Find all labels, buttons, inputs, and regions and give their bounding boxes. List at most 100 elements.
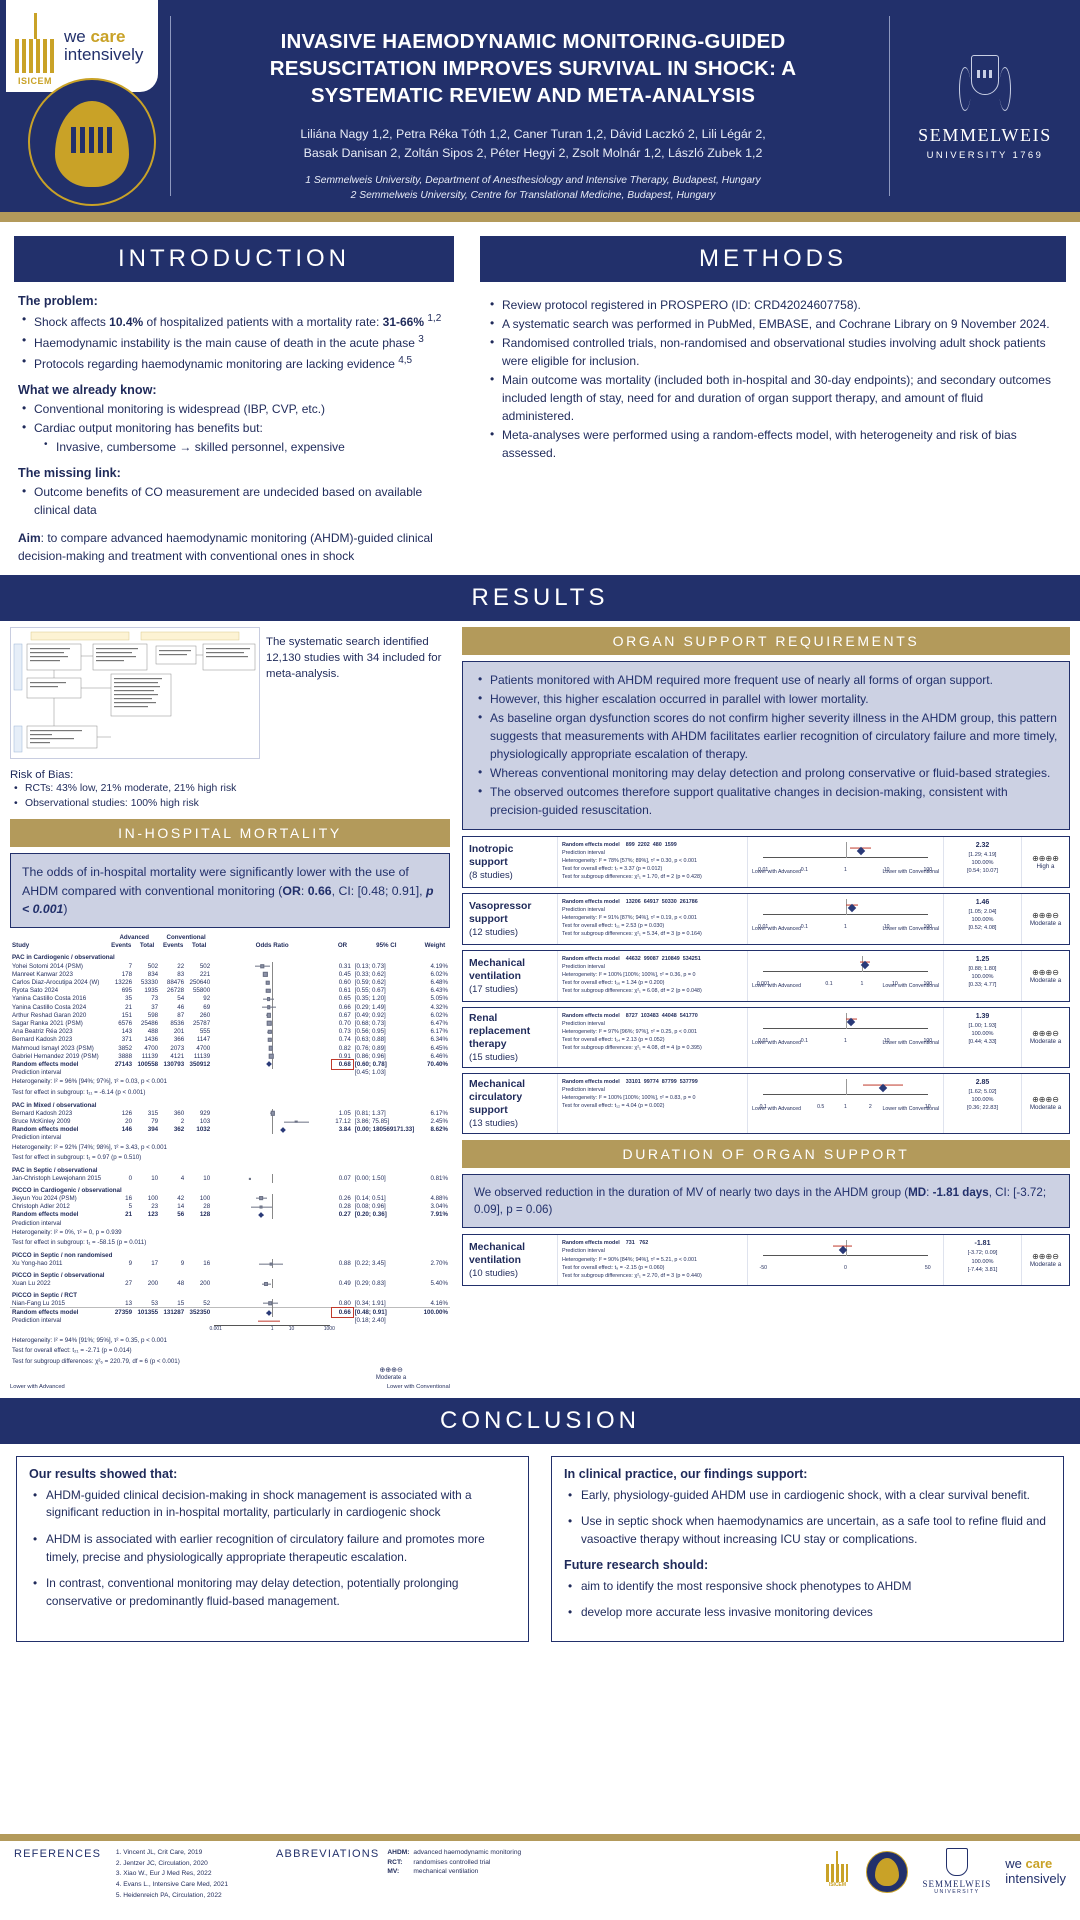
axis-tick-label: 1: [844, 1038, 847, 1044]
organ-support-effect: -1.81 [-3.72; 0.09] 100.00% [-7.44; 3.81]: [943, 1235, 1021, 1286]
author-line-1: Liliána Nagy 1,2, Petra Réka Tóth 1,2, C…: [300, 127, 766, 142]
col-adv-events: Events: [111, 942, 132, 950]
missing-link-heading: The missing link:: [18, 466, 121, 480]
list-item: Observational studies: 100% high risk: [10, 796, 450, 811]
table-cell: Christoph Adler 2012: [12, 1203, 70, 1211]
table-cell: [0.00; 180569171.33]: [354, 1126, 415, 1134]
table-cell: 352350: [189, 1309, 211, 1316]
table-cell: 53: [151, 1299, 159, 1307]
table-cell: 22: [177, 962, 185, 970]
organ-support-name: Mechanical ventilation (17 studies): [469, 958, 526, 995]
list-item: Protocols regarding haemodynamic monitor…: [18, 352, 450, 373]
problem-heading: The problem:: [18, 294, 98, 308]
grade-rating: ⊕⊕⊕⊖ Moderate a: [1021, 894, 1069, 944]
table-cell: 350912: [189, 1060, 211, 1068]
table-cell: 123: [147, 1211, 159, 1219]
axis-tick-label: 50: [924, 1265, 931, 1272]
table-cell: Carlos Diaz-Arocutipa 2024 (W): [12, 979, 100, 987]
table-cell: [0.60; 0.78]: [354, 1060, 387, 1068]
organ-support-plot: 0.01 0.1 1 10 100 Lower with Advanced Lower wi…: [747, 894, 943, 944]
table-cell: 0.81%: [430, 1175, 448, 1183]
table-cell: [186, 1069, 212, 1077]
table-cell: 2073: [170, 1044, 185, 1052]
col-conv-total: Total: [192, 942, 207, 950]
table-cell: 8.62%: [430, 1126, 448, 1134]
forest-plot-col: [212, 1010, 332, 1020]
table-cell: [160, 1325, 186, 1335]
table-cell: [420, 1134, 450, 1142]
table-cell: Bernard Kadosh 2023: [12, 1036, 73, 1044]
forest-axis-cell: 0.001 1 10 1000: [209, 1325, 335, 1335]
forest-plot-col: [212, 1193, 332, 1203]
page-title: INVASIVE HAEMODYNAMIC MONITORING-GUIDED …: [269, 30, 797, 108]
organ-support-stats: Random effects model 44632 99087 210849 …: [557, 951, 747, 1001]
table-cell: 0.68: [331, 1059, 354, 1070]
table-cell: [186, 1134, 212, 1142]
col-ci: 95% CI: [376, 942, 397, 950]
forest-plot-cell: [214, 978, 330, 988]
prisma-diagram-svg: [13, 631, 256, 753]
axis-right-label: Lower with Conventional: [882, 1040, 939, 1046]
table-cell: Yohei Sotomi 2014 (PSM): [12, 962, 83, 970]
forest-heterogeneity: Heterogeneity: I² = 96% [94%; 97%], τ² =…: [10, 1077, 450, 1087]
table-cell: [0.14; 0.51]: [354, 1194, 386, 1202]
header-gold-divider: [0, 212, 1080, 222]
introduction-section: INTRODUCTION The problem: Shock affects …: [14, 236, 454, 565]
footer-inner: REFERENCES Vincent JL, Crit Care, 2019Je…: [0, 1841, 1080, 1901]
forest-plot-cell: [214, 1051, 330, 1061]
organ-support-stats: Random effects model 13206 64917 50330 2…: [557, 894, 747, 944]
semmelweis-name: SEMMELWEIS: [918, 125, 1052, 145]
methods-section: METHODS Review protocol registered in PR…: [480, 236, 1066, 565]
axis-tick-label: 0.1: [825, 981, 833, 987]
list-item: Early, physiology-guided AHDM use in car…: [564, 1487, 1051, 1505]
duration-banner: DURATION OF ORGAN SUPPORT: [462, 1139, 1070, 1168]
forest-table-head: Advanced Conventional Study Events Total…: [10, 934, 450, 950]
table-cell: Random effects model: [12, 1211, 79, 1219]
table-cell: 28: [203, 1203, 211, 1211]
table-cell: Heterogeneity: I² = 0%, τ² = 0, p = 0.93…: [12, 1228, 122, 1236]
table-cell: 0.91: [338, 1052, 351, 1060]
col-group-advanced: Advanced: [119, 934, 150, 942]
axis-tick-label: 10: [288, 1326, 295, 1333]
abbreviation-row: AHDM: advanced haemodynamic monitoring: [387, 1848, 525, 1858]
list-item: Cardiac output monitoring has benefits b…: [18, 418, 450, 437]
footer-semmelweis-sub: UNIVERSITY: [934, 1889, 980, 1895]
conclusion-left-heading: Our results showed that:: [29, 1466, 178, 1481]
table-cell: 7: [128, 962, 133, 970]
table-cell: [134, 1069, 160, 1077]
table-cell: 0.45: [338, 970, 351, 978]
conclusion-banner: CONCLUSION: [0, 1397, 1080, 1444]
abbreviations-table: AHDM: advanced haemodynamic monitoring RCT…: [387, 1848, 525, 1877]
table-cell: [108, 1317, 134, 1325]
poster-header: ISICEM we care intensively INVASIVE HAEM…: [0, 0, 1080, 212]
table-cell: 5: [128, 1203, 133, 1211]
forest-overall-prediction: Prediction interval [0.18; 2.40]: [10, 1317, 450, 1325]
table-cell: Bruce McKinley 2009: [12, 1118, 71, 1126]
forest-plot-col: [212, 1279, 332, 1289]
forest-plot-cell: [214, 1174, 330, 1184]
table-cell: [0.08; 0.96]: [354, 1203, 386, 1211]
table-cell: 23: [151, 1203, 159, 1211]
grade-rating: ⊕⊕⊕⊖ Moderate a: [1021, 1235, 1069, 1286]
results-left-column: The systematic search identified 12,130 …: [10, 627, 450, 1390]
forest-plot-cell: [214, 1108, 330, 1118]
missing-link-list: Outcome benefits of CO measurement are u…: [18, 482, 450, 519]
problem-list: Shock affects 10.4% of hospitalized pati…: [18, 310, 450, 373]
table-cell: Xu Yong-hao 2011: [12, 1260, 63, 1268]
table-row: Arthur Reshad Garan 2020 151 598 87 260 0.67[…: [10, 1010, 450, 1020]
intro-methods-row: INTRODUCTION The problem: Shock affects …: [0, 222, 1080, 565]
reference-item: Heidenreich PA, Circulation, 2022: [123, 1891, 228, 1902]
table-cell: [332, 1219, 353, 1227]
grade-rating: ⊕⊕⊕⊖ Moderate a: [1021, 1073, 1069, 1133]
table-cell: 4.19%: [430, 962, 448, 970]
forest-subgroup-test: Test for effect in subgroup: t₁ = 0.97 (…: [10, 1152, 450, 1162]
table-cell: [186, 1317, 212, 1325]
table-cell: [0.55; 0.67]: [354, 987, 386, 995]
axis-tick-label: 1: [860, 981, 864, 987]
forest-plot-cell: [214, 1117, 330, 1127]
organ-support-plot: 0.001 0.1 1 10 100 Lower with Advanced Lower w…: [747, 951, 943, 1001]
col-study: Study: [12, 942, 30, 950]
forest-plot-col: [212, 961, 332, 971]
table-cell: [420, 1069, 450, 1077]
axis-tick-label: 0.1: [800, 1038, 808, 1044]
